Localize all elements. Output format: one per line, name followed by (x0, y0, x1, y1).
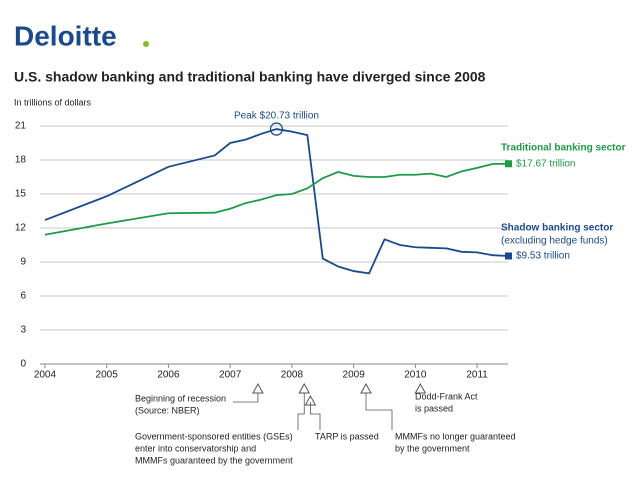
series-line (44, 128, 509, 275)
y-tick-label: 0 (20, 359, 26, 370)
legend-label: Traditional banking sector (501, 142, 626, 153)
event-label: MMMFs no longer guaranteed (395, 431, 516, 441)
y-tick-label: 18 (15, 155, 27, 166)
subtitle: In trillions of dollars (14, 97, 92, 107)
legend-note: (excluding hedge funds) (501, 236, 608, 247)
y-tick-label: 6 (20, 291, 26, 302)
event-connector (310, 402, 321, 430)
x-tick-label: 2010 (404, 370, 427, 381)
end-marker (505, 160, 512, 168)
event-label: MMMFs guaranteed by the government (135, 455, 293, 465)
event-marker (360, 382, 372, 394)
x-tick-label: 2011 (466, 370, 488, 381)
y-tick-label: 21 (15, 121, 27, 132)
event-label: TARP is passed (315, 431, 379, 441)
event-label: Beginning of recession (135, 393, 226, 403)
y-tick-label: 3 (20, 325, 26, 336)
series-line (44, 162, 509, 236)
event-label: Government-sponsored entities (GSEs) (135, 431, 293, 441)
event-marker (298, 382, 311, 394)
logo-dot (143, 41, 149, 47)
event-connector (233, 393, 259, 403)
event-label: is passed (415, 403, 453, 413)
y-tick-label: 9 (20, 257, 26, 268)
x-tick-label: 2006 (157, 370, 180, 381)
chart-title: U.S. shadow banking and traditional bank… (14, 69, 486, 85)
x-tick-label: 2004 (34, 370, 57, 381)
end-marker (505, 252, 512, 260)
value-label: Peak $20.73 trillion (234, 111, 319, 122)
x-tick-label: 2009 (343, 370, 366, 381)
peak-marker (269, 122, 284, 136)
event-label: Dodd-Frank Act (415, 391, 478, 401)
x-tick-label: 2007 (219, 370, 242, 381)
event-marker (252, 382, 264, 394)
y-tick-label: 12 (15, 223, 27, 234)
event-label: (Source: NBER) (135, 405, 200, 415)
x-tick-label: 2008 (281, 370, 304, 381)
y-tick-label: 15 (15, 189, 27, 200)
event-connector (297, 393, 305, 430)
event-marker (414, 382, 427, 394)
event-label: enter into conservatorship and (135, 443, 256, 453)
legend-label: Shadow banking sector (501, 223, 613, 234)
event-label: by the government (395, 443, 470, 453)
value-label: $17.67 trillion (516, 158, 575, 169)
event-connector (365, 393, 393, 430)
logo: Deloitte (14, 20, 117, 51)
value-label: $9.53 trillion (516, 251, 570, 262)
x-tick-label: 2005 (96, 370, 119, 381)
